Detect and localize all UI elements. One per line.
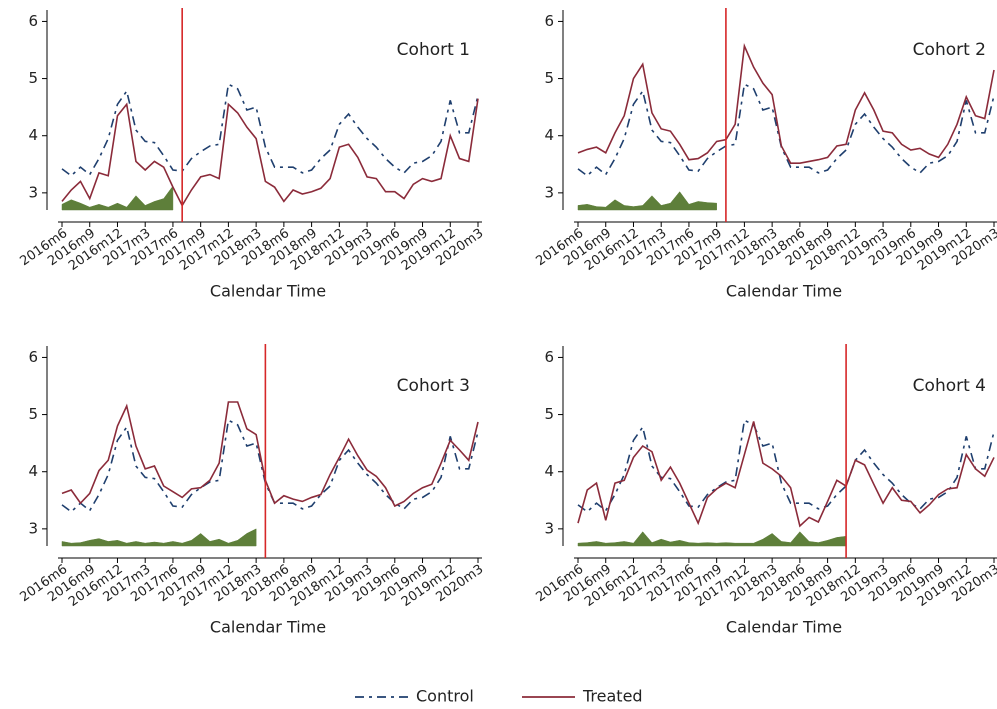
y-tick-label: 6 [544, 12, 554, 30]
legend-label: Control [416, 687, 474, 706]
shaded-area [577, 531, 847, 547]
panel-title: Cohort 1 [397, 40, 470, 60]
y-tick-label: 6 [28, 348, 38, 366]
series-line [61, 401, 479, 508]
shaded-area [61, 185, 174, 211]
panel: 34562016m62016m92016m122017m32017m62017m… [17, 8, 486, 301]
series-line [61, 98, 479, 208]
series-line [61, 419, 479, 513]
panel: 34562016m62016m92016m122017m32017m62017m… [533, 8, 997, 301]
y-tick-label: 4 [544, 462, 554, 480]
y-tick-label: 3 [28, 519, 38, 537]
x-axis-label: Calendar Time [726, 282, 842, 301]
panel: 34562016m62016m92016m122017m32017m62017m… [17, 344, 486, 637]
y-tick-label: 3 [28, 183, 38, 201]
y-tick-label: 5 [544, 405, 554, 423]
y-tick-label: 5 [28, 405, 38, 423]
panel: 34562016m62016m92016m122017m32017m62017m… [533, 344, 997, 637]
series-line [577, 419, 995, 513]
y-tick-label: 6 [544, 348, 554, 366]
series-line [577, 421, 995, 528]
shaded-area [61, 528, 257, 547]
x-axis-label: Calendar Time [210, 282, 326, 301]
panel-title: Cohort 4 [913, 376, 986, 396]
x-axis-label: Calendar Time [726, 618, 842, 637]
y-tick-label: 5 [28, 69, 38, 87]
y-tick-label: 3 [544, 183, 554, 201]
y-tick-label: 6 [28, 12, 38, 30]
y-tick-label: 5 [544, 69, 554, 87]
y-tick-label: 3 [544, 519, 554, 537]
y-tick-label: 4 [544, 126, 554, 144]
series-line [61, 83, 479, 177]
panel-title: Cohort 3 [397, 376, 470, 396]
panel-title: Cohort 2 [913, 40, 986, 60]
y-tick-label: 4 [28, 462, 38, 480]
legend-label: Treated [582, 687, 643, 706]
shaded-area [577, 191, 717, 211]
x-axis-label: Calendar Time [210, 618, 326, 637]
series-line [577, 83, 995, 177]
y-tick-label: 4 [28, 126, 38, 144]
series-line [577, 42, 995, 164]
